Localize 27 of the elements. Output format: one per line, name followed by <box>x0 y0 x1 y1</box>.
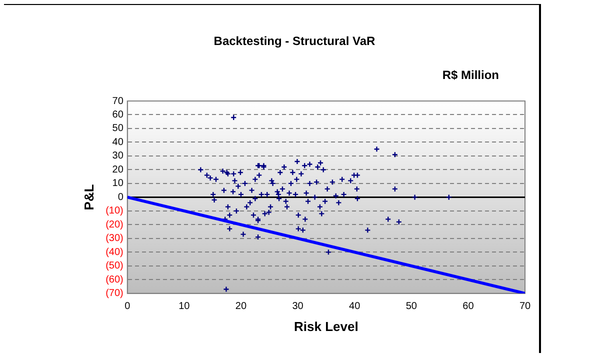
y-tick-label: (40) <box>106 246 124 258</box>
chart-title: Backtesting - Structural VaR <box>212 34 376 48</box>
y-tick-label: 0 <box>118 192 124 203</box>
y-tick-label: (70) <box>106 288 124 300</box>
y-tick-label: 10 <box>112 178 124 190</box>
x-tick-label: 40 <box>349 301 361 312</box>
y-tick-label: (50) <box>106 260 124 272</box>
x-tick-label: 10 <box>178 301 190 312</box>
x-axis-title: Risk Level <box>294 318 358 334</box>
x-tick-label: 60 <box>462 301 474 312</box>
y-tick-label: (10) <box>106 206 124 217</box>
x-tick-label: 70 <box>519 301 531 312</box>
y-tick-label: 20 <box>112 164 124 176</box>
y-tick-label: (30) <box>106 233 124 244</box>
y-axis-title: P&L <box>81 184 96 210</box>
y-tick-label: 60 <box>112 109 124 120</box>
y-tick-label: (60) <box>106 274 124 286</box>
text: R$ Million <box>442 68 499 82</box>
x-tick-label: 30 <box>292 301 304 312</box>
y-tick-label: 30 <box>112 150 124 162</box>
y-tick-label: 50 <box>112 123 124 134</box>
y-tick-label: (20) <box>106 219 124 230</box>
x-tick-label: 20 <box>235 301 247 312</box>
y-tick-label: 40 <box>112 136 124 148</box>
x-tick-label: 0 <box>124 301 131 312</box>
x-tick-label: 50 <box>406 301 418 312</box>
y-tick-label: 70 <box>112 96 124 107</box>
